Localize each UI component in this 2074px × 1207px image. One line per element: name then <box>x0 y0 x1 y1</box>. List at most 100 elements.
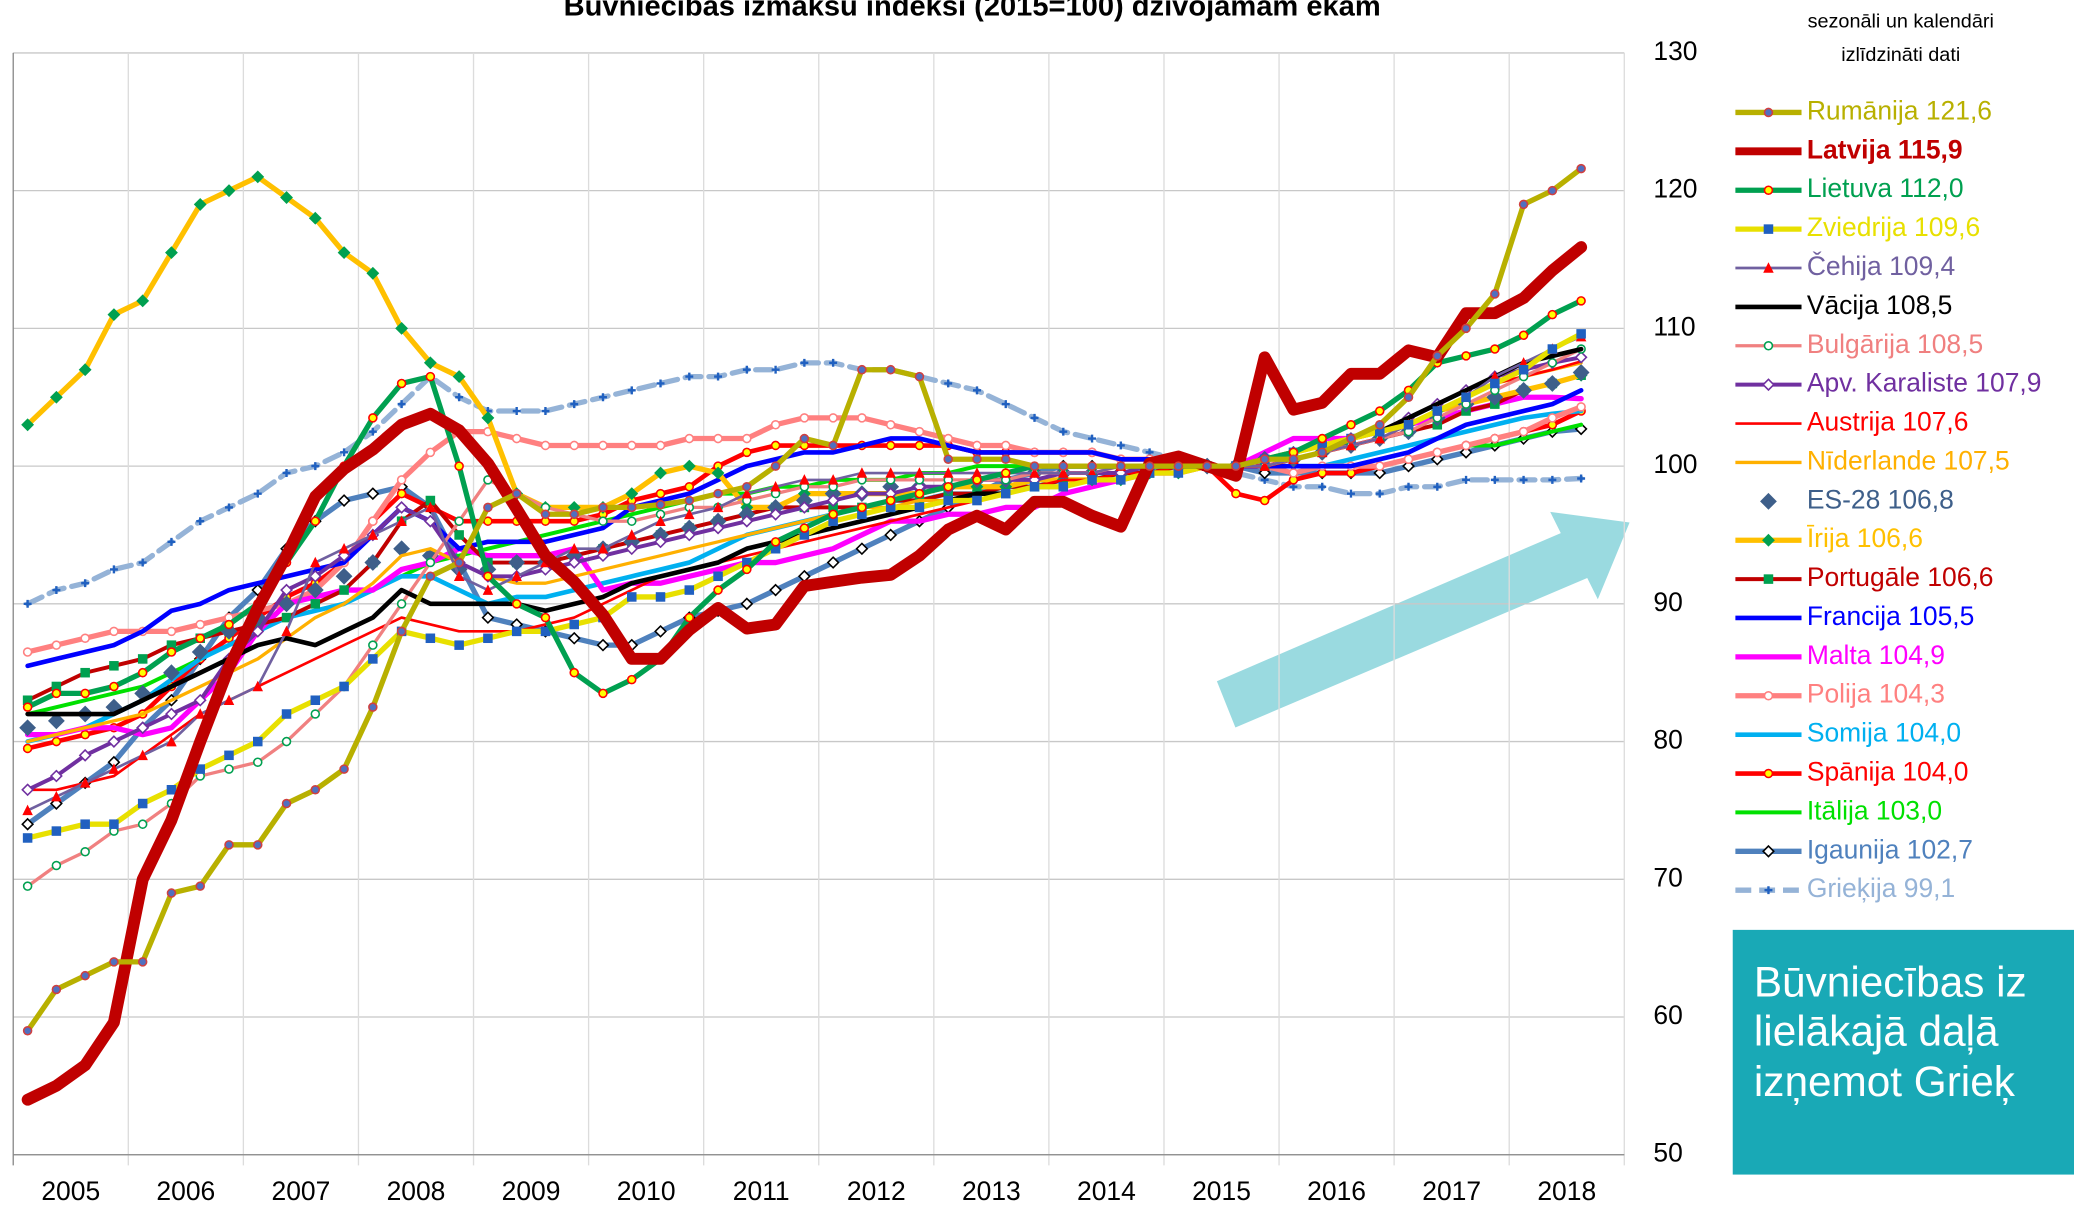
marker <box>308 211 322 225</box>
legend-label: Somija 104,0 <box>1807 718 1961 748</box>
marker <box>1374 461 1385 471</box>
marker <box>194 708 206 719</box>
legend-label: Rumānija 121,6 <box>1807 95 1992 125</box>
marker <box>769 583 783 597</box>
marker <box>1000 440 1011 451</box>
legend-item: Somija 104,0 <box>1735 718 1961 748</box>
marker <box>713 433 723 444</box>
marker <box>52 586 61 595</box>
marker <box>281 625 292 637</box>
marker <box>1374 406 1385 416</box>
marker <box>368 427 377 436</box>
marker <box>1030 413 1039 422</box>
marker <box>569 440 579 451</box>
trend-arrow <box>1216 511 1630 728</box>
marker <box>306 581 324 599</box>
callout-box <box>1732 929 2074 1175</box>
marker <box>885 440 896 451</box>
marker <box>481 411 495 425</box>
marker <box>1433 482 1442 491</box>
marker <box>22 702 33 712</box>
marker <box>714 372 723 381</box>
marker <box>1088 434 1097 443</box>
marker <box>51 736 62 747</box>
marker <box>196 517 205 526</box>
marker <box>195 619 205 630</box>
legend-label: Īrija 106,6 <box>1807 523 1923 553</box>
marker <box>1763 185 1774 195</box>
marker <box>511 488 522 499</box>
legend-label: Spānija 104,0 <box>1807 757 1969 787</box>
marker <box>397 400 406 409</box>
marker <box>685 372 694 381</box>
marker <box>770 461 781 471</box>
marker <box>1259 460 1270 471</box>
marker <box>1001 400 1010 409</box>
marker <box>885 420 896 430</box>
marker <box>1058 461 1069 471</box>
marker <box>281 612 292 623</box>
marker <box>1430 452 1444 466</box>
legend-label: Nīderlande 107,5 <box>1807 445 2010 475</box>
marker <box>1763 224 1774 234</box>
marker <box>1574 350 1588 364</box>
marker <box>165 707 178 721</box>
marker <box>1547 358 1558 368</box>
marker <box>80 729 90 740</box>
legend-item: Vācija 108,5 <box>1735 290 1952 320</box>
marker <box>223 694 235 706</box>
marker <box>1576 329 1586 339</box>
marker <box>1763 341 1774 351</box>
marker <box>454 557 464 568</box>
marker <box>1461 323 1471 334</box>
marker <box>1576 402 1586 412</box>
marker <box>972 475 982 485</box>
marker <box>856 467 868 478</box>
marker <box>684 495 695 506</box>
legend-item: Malta 104,9 <box>1735 640 1945 670</box>
legend-label: Igaunija 102,7 <box>1807 834 1973 864</box>
marker <box>1059 427 1068 436</box>
marker <box>512 407 521 415</box>
legend-label: Zviedrija 109,6 <box>1807 212 1980 242</box>
marker <box>136 721 150 735</box>
marker <box>51 790 62 802</box>
legend-item: ES-28 106,8 <box>1760 484 1954 514</box>
marker <box>395 321 409 335</box>
marker <box>310 709 321 719</box>
marker <box>598 516 608 526</box>
marker <box>310 784 321 795</box>
marker <box>914 371 925 382</box>
marker <box>364 554 382 571</box>
marker <box>310 599 321 609</box>
marker <box>655 592 666 602</box>
legend-label: Portugāle 106,6 <box>1807 562 1994 592</box>
marker <box>454 461 464 471</box>
marker <box>973 386 981 395</box>
x-tick-label: 2005 <box>41 1176 100 1206</box>
marker <box>340 448 349 457</box>
x-tick-label: 2007 <box>272 1176 331 1206</box>
marker <box>1346 433 1356 444</box>
marker <box>567 556 581 569</box>
marker <box>829 358 838 367</box>
marker <box>1403 454 1414 464</box>
marker <box>1547 344 1558 354</box>
series-line <box>25 388 1584 669</box>
marker <box>1373 466 1387 480</box>
marker <box>885 467 896 478</box>
legend-item: Nīderlande 107,5 <box>1735 445 2010 475</box>
marker <box>540 440 551 451</box>
marker <box>742 447 752 458</box>
marker <box>137 749 148 761</box>
marker <box>22 647 33 657</box>
marker <box>281 736 292 747</box>
marker <box>742 564 752 575</box>
marker <box>252 680 264 692</box>
marker <box>1543 375 1561 392</box>
marker <box>625 542 639 556</box>
marker <box>713 571 723 582</box>
marker <box>598 502 608 513</box>
y-tick-label: 60 <box>1653 1000 1682 1030</box>
marker <box>885 364 896 375</box>
